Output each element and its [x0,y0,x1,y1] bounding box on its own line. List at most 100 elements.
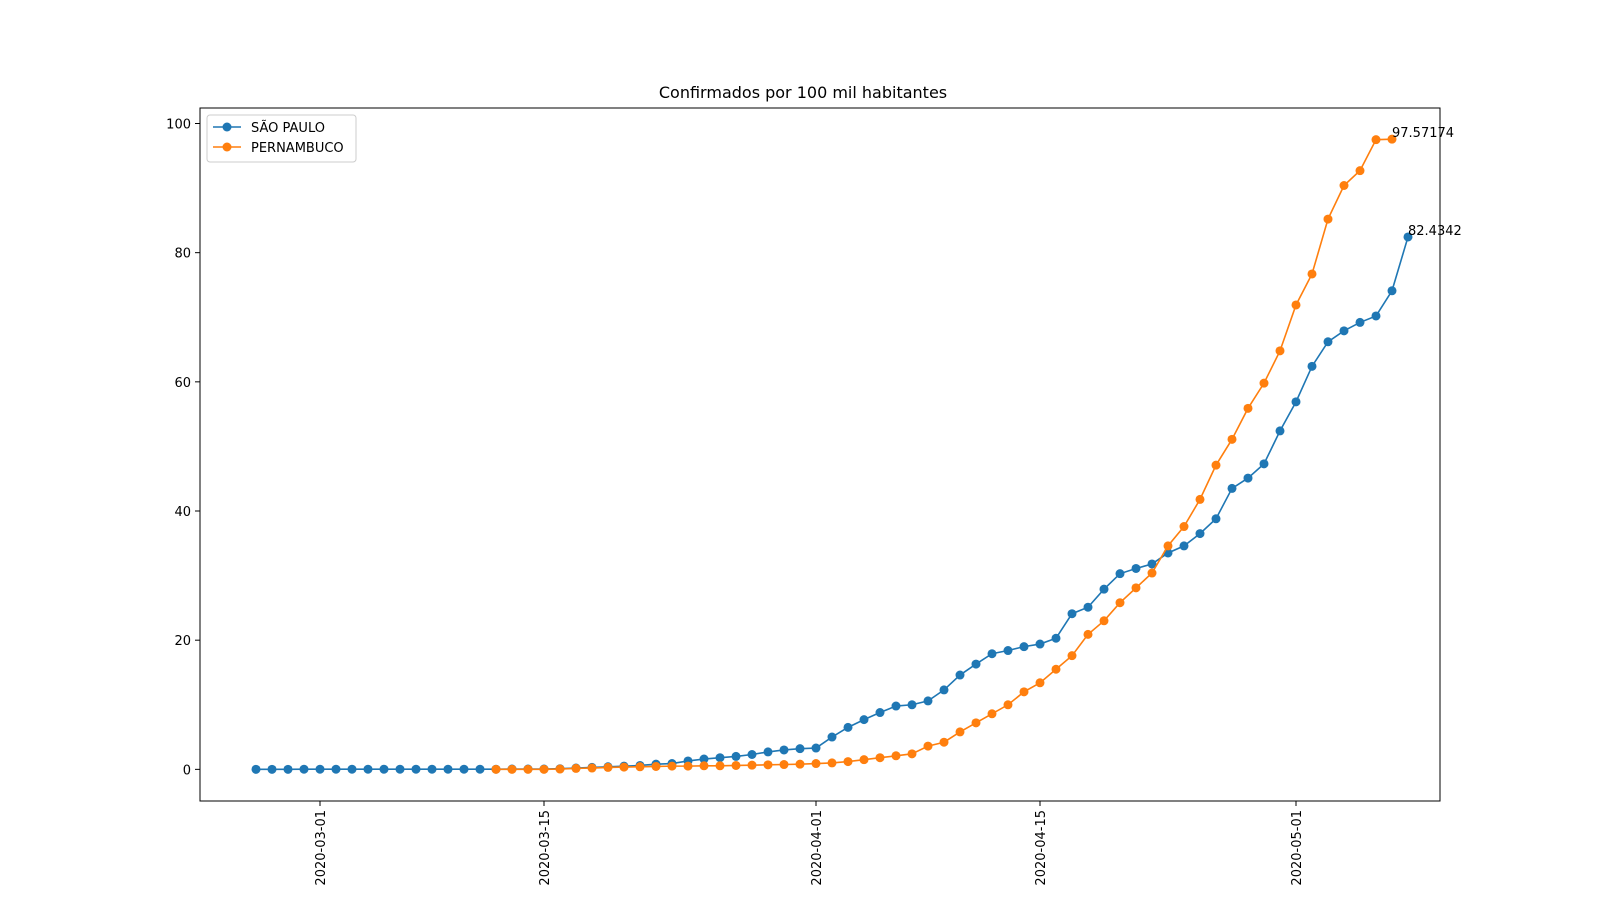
data-point [1291,397,1301,407]
y-tick-label: 100 [166,118,191,133]
data-point [907,700,917,710]
y-tick-label: 0 [183,763,191,778]
legend-marker [222,122,232,132]
data-point [1243,403,1253,413]
data-point [923,696,933,706]
data-point [1243,473,1253,483]
x-tick-label: 2020-04-15 [1034,810,1049,886]
data-point [1035,678,1045,688]
data-point [987,709,997,719]
legend-label: SÃO PAULO [251,120,325,136]
series-layer [251,134,1413,774]
data-point [1019,642,1029,652]
data-point [955,727,965,737]
data-point [1147,568,1157,578]
y-axis: 0 20 40 60 80 100 [166,118,200,778]
data-point [1355,317,1365,327]
y-tick-label: 60 [174,376,191,391]
data-point [1035,639,1045,649]
data-point [827,758,837,768]
x-tick-label: 2020-03-01 [314,810,329,886]
data-point [1259,459,1269,469]
data-point [795,759,805,769]
data-point [779,760,789,770]
data-point [299,764,309,774]
data-point [555,764,565,774]
data-point [715,761,725,771]
data-point [939,685,949,695]
data-point [587,763,597,773]
data-point [571,763,581,773]
x-tick-label: 2020-03-15 [538,810,553,886]
data-point [651,761,661,771]
data-point [1067,609,1077,619]
data-point [283,764,293,774]
data-point [347,764,357,774]
plot-area [199,107,1441,802]
data-point [1051,633,1061,643]
legend-box [206,114,357,163]
data-point [779,745,789,755]
data-point [1179,541,1189,551]
data-point [363,764,373,774]
data-point [379,764,389,774]
data-point [1339,326,1349,336]
data-point [923,741,933,751]
data-point [811,743,821,753]
data-point [1355,166,1365,176]
data-point [731,751,741,761]
data-point [1291,300,1301,310]
data-point [1323,214,1333,224]
data-point [747,760,757,770]
data-point [699,761,709,771]
data-point [1211,514,1221,524]
x-tick-label: 2020-04-01 [810,810,825,886]
data-point [315,764,325,774]
y-tick-label: 40 [174,505,191,520]
data-point [1067,651,1077,661]
end-labels: 82.4342 97.57174 [1392,126,1462,239]
data-point [1163,541,1173,551]
end-value-label: 82.4342 [1408,224,1462,239]
legend-label: PERNAMBUCO [251,141,344,156]
data-point [491,764,501,774]
x-tick-label: 2020-05-01 [1290,810,1305,886]
data-point [763,747,773,757]
data-point [1211,460,1221,470]
data-point [1275,346,1285,356]
data-point [827,732,837,742]
data-point [747,749,757,759]
data-point [1003,700,1013,710]
data-point [1275,426,1285,436]
data-point [523,764,533,774]
data-point [603,762,613,772]
data-point [1195,529,1205,539]
data-point [699,754,709,764]
data-point [539,764,549,774]
data-point [267,764,277,774]
data-point [331,764,341,774]
data-point [891,701,901,711]
data-point [859,715,869,725]
x-axis: 2020-03-01 2020-03-15 2020-04-01 2020-04-15… [314,801,1305,886]
data-point [939,737,949,747]
data-point [251,764,261,774]
data-point [1019,687,1029,697]
data-point [1371,311,1381,321]
data-point [843,722,853,732]
y-tick-label: 80 [174,247,191,262]
data-point [1003,646,1013,656]
data-point [1307,361,1317,371]
series-2 [491,134,1397,774]
data-point [395,764,405,774]
data-point [875,708,885,718]
data-point [1195,494,1205,504]
end-value-label: 97.57174 [1392,126,1454,141]
data-point [1115,598,1125,608]
data-point [971,718,981,728]
data-point [1371,135,1381,145]
data-point [619,762,629,772]
data-point [1403,232,1413,242]
data-point [843,757,853,767]
